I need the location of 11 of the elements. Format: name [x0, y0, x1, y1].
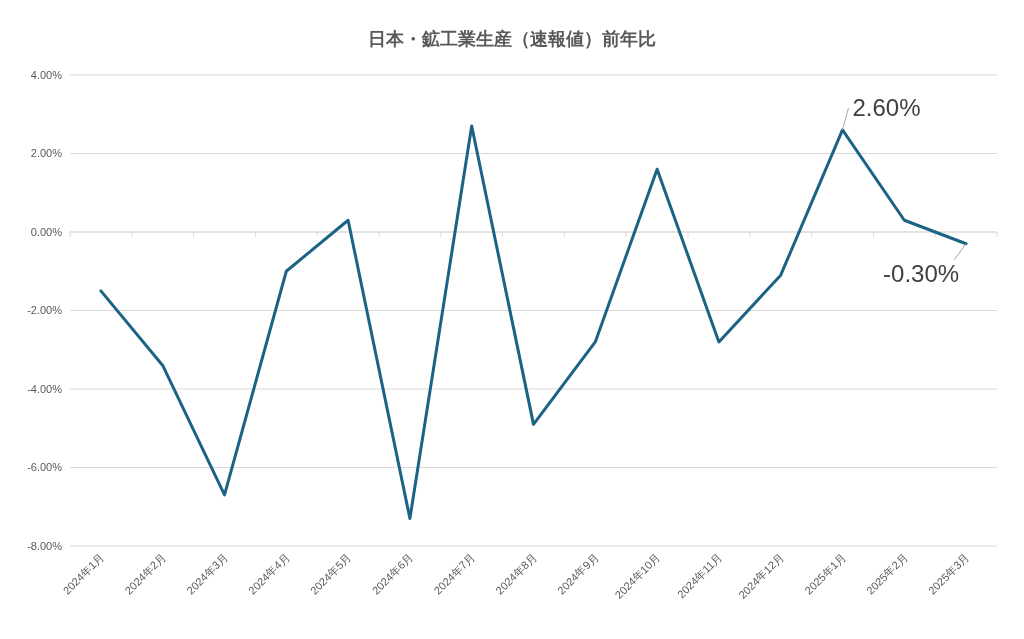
y-tick-label: 0.00%	[30, 225, 63, 238]
y-tick-label: -6.00%	[27, 461, 63, 474]
chart-title: 日本・鉱工業生産（速報値）前年比	[368, 29, 656, 49]
y-tick-label: -4.00%	[27, 382, 63, 395]
y-tick-label: 2.00%	[30, 147, 63, 160]
annotation: -0.30%	[883, 260, 960, 288]
y-tick-label: 4.00%	[30, 68, 63, 81]
y-tick-label: -8.00%	[27, 539, 63, 552]
y-tick-label: -2.00%	[27, 304, 63, 317]
line-series	[99, 124, 968, 521]
annotation: 2.60%	[852, 94, 921, 122]
